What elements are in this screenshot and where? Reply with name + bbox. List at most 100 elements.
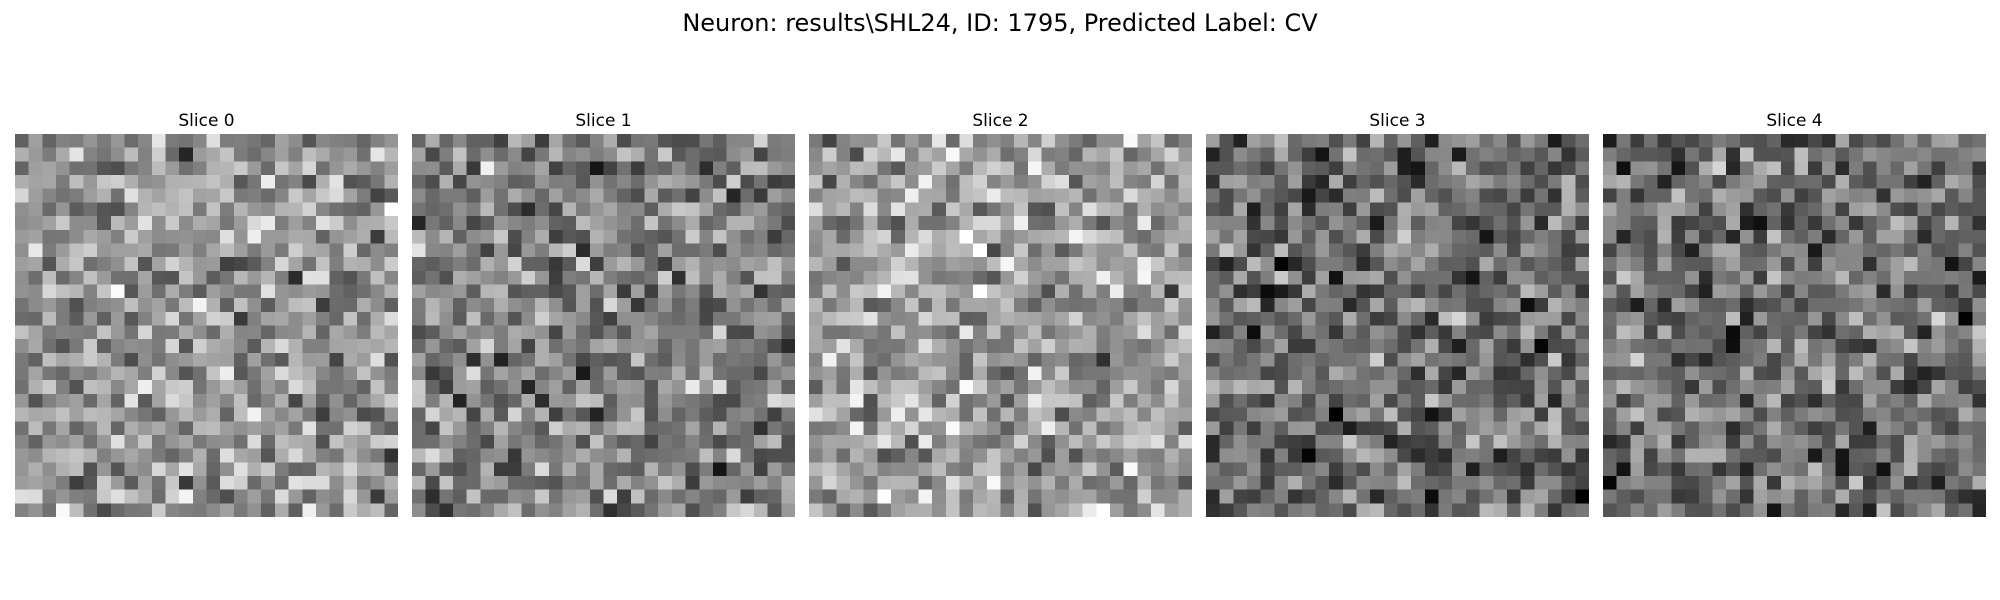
heatmap-cell <box>699 243 714 258</box>
heatmap-cell <box>494 134 509 148</box>
heatmap-cell <box>1726 462 1741 477</box>
heatmap-cell <box>712 147 727 162</box>
heatmap-cell <box>1411 393 1426 408</box>
heatmap-cell <box>1547 434 1562 449</box>
heatmap-cell <box>1493 202 1508 217</box>
heatmap-cell <box>1685 147 1700 162</box>
heatmap-cell <box>1233 503 1248 517</box>
heatmap-cell <box>973 421 988 436</box>
heatmap-cell <box>1671 325 1686 340</box>
heatmap-cell <box>1137 175 1152 189</box>
heatmap-cell <box>83 243 98 258</box>
heatmap-cell <box>1452 407 1467 422</box>
heatmap-cell <box>1000 298 1015 313</box>
heatmap-cell <box>192 202 207 217</box>
heatmap-cell <box>1835 257 1850 272</box>
heatmap-cell <box>69 270 84 285</box>
heatmap-cell <box>1370 380 1385 395</box>
heatmap-cell <box>315 270 330 285</box>
heatmap-cell <box>1452 393 1467 408</box>
heatmap-cell <box>1164 202 1179 217</box>
heatmap-cell <box>15 434 29 449</box>
heatmap-cell <box>56 366 70 381</box>
heatmap-cell <box>356 475 371 490</box>
heatmap-cell <box>1616 161 1631 176</box>
heatmap-cell <box>781 216 795 231</box>
heatmap-cell <box>699 188 714 203</box>
heatmap-cell <box>850 175 864 189</box>
heatmap-cell <box>1644 503 1658 517</box>
heatmap-cell <box>425 352 440 367</box>
heatmap-cell <box>192 229 207 244</box>
heatmap-cell <box>1014 489 1029 504</box>
heatmap-cell <box>726 311 741 326</box>
heatmap-cell <box>97 270 112 285</box>
heatmap-cell <box>740 448 755 463</box>
heatmap-cell <box>809 298 823 313</box>
heatmap-cell <box>712 188 727 203</box>
heatmap-cell <box>1726 380 1741 395</box>
heatmap-cell <box>110 434 125 449</box>
heatmap-cell <box>412 380 426 395</box>
heatmap-cell <box>1835 243 1850 258</box>
heatmap-cell <box>1561 339 1576 354</box>
heatmap-cell <box>1575 284 1589 299</box>
heatmap-cell <box>1397 380 1412 395</box>
heatmap-cell <box>809 188 823 203</box>
heatmap-cell <box>822 489 837 504</box>
heatmap-cell <box>1109 434 1124 449</box>
heatmap-cell <box>1424 489 1439 504</box>
heatmap-cell <box>192 380 207 395</box>
heatmap-cell <box>603 188 618 203</box>
heatmap-cell <box>521 147 536 162</box>
heatmap-cell <box>42 229 57 244</box>
heatmap-cell <box>863 475 878 490</box>
heatmap-cell <box>1493 462 1508 477</box>
heatmap-cell <box>1493 257 1508 272</box>
heatmap-cell <box>1397 147 1412 162</box>
heatmap-cell <box>1233 462 1248 477</box>
heatmap-cell <box>507 298 522 313</box>
heatmap-cell <box>1808 339 1823 354</box>
heatmap-cell <box>740 134 755 148</box>
heatmap-cell <box>343 202 358 217</box>
heatmap-cell <box>1000 434 1015 449</box>
heatmap-cell <box>439 311 454 326</box>
heatmap-cell <box>658 270 673 285</box>
heatmap-cell <box>192 147 207 162</box>
heatmap-cell <box>1767 175 1782 189</box>
heatmap-cell <box>288 407 303 422</box>
heatmap-cell <box>1972 202 1986 217</box>
heatmap-cell <box>1465 229 1480 244</box>
heatmap-cell <box>356 352 371 367</box>
heatmap-cell <box>480 407 495 422</box>
heatmap-cell <box>1438 175 1453 189</box>
heatmap-cell <box>356 339 371 354</box>
heatmap-cell <box>42 284 57 299</box>
heatmap-cell <box>1329 462 1344 477</box>
heatmap-cell <box>822 270 837 285</box>
heatmap-cell <box>15 448 29 463</box>
heatmap-cell <box>1685 243 1700 258</box>
heatmap-cell <box>1726 339 1741 354</box>
heatmap-cell <box>1794 298 1809 313</box>
heatmap-cell <box>28 175 43 189</box>
heatmap-cell <box>918 216 933 231</box>
heatmap-cell <box>28 434 43 449</box>
heatmap-cell <box>877 243 892 258</box>
heatmap-cell <box>56 147 70 162</box>
heatmap-cell <box>329 298 344 313</box>
heatmap-cell <box>973 393 988 408</box>
heatmap-cell <box>1780 216 1795 231</box>
heatmap-cell <box>1808 161 1823 176</box>
heatmap-cell <box>1794 257 1809 272</box>
heatmap-cell <box>1547 202 1562 217</box>
heatmap-cell <box>1726 325 1741 340</box>
heatmap-cell <box>1944 489 1959 504</box>
heatmap-cell <box>1753 243 1768 258</box>
heatmap-cell <box>412 270 426 285</box>
heatmap-cell <box>1082 503 1097 517</box>
heatmap-cell <box>356 284 371 299</box>
heatmap-cell <box>726 188 741 203</box>
heatmap-cell <box>1438 243 1453 258</box>
